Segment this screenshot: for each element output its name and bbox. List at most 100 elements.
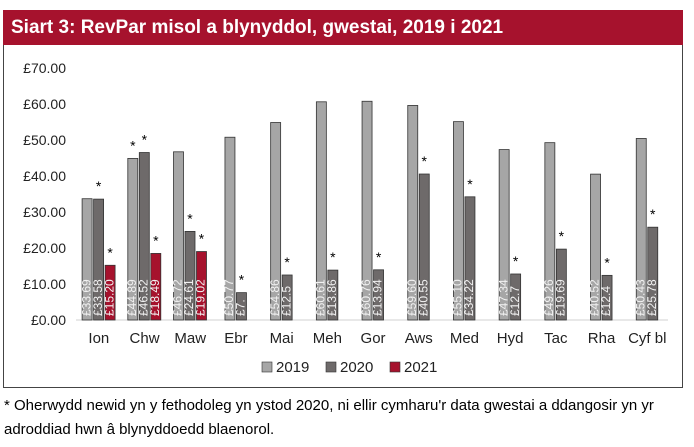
bar-2021: [150, 253, 162, 321]
data-label: £46.72: [171, 279, 185, 316]
data-label: £33.69: [79, 279, 93, 316]
x-tick-label: Mai: [270, 330, 294, 347]
data-label: £13.86: [325, 279, 339, 316]
x-tick-label: Hyd: [497, 330, 524, 347]
data-label: £24.61: [182, 279, 196, 316]
asterisk-marker: *: [650, 206, 656, 222]
data-label: £7.: [234, 299, 248, 316]
bar-2020: [601, 274, 613, 321]
x-tick-label: Maw: [174, 330, 206, 347]
x-tick-label: Chw: [130, 330, 160, 347]
asterisk-marker: *: [559, 228, 565, 244]
y-tick-label: £40.00: [23, 168, 66, 184]
data-label: £60.76: [359, 279, 373, 316]
x-tick-label: Tac: [544, 330, 568, 347]
bar-2019: [81, 198, 93, 321]
data-label: £40.55: [416, 279, 430, 316]
data-label: £25.78: [645, 279, 659, 316]
bar-2020: [93, 198, 104, 321]
y-tick-label: £50.00: [23, 132, 66, 148]
footnote: * Oherwydd newid yn y fethodoleg yn ysto…: [4, 397, 654, 438]
y-tick-label: £20.00: [23, 240, 66, 256]
x-tick-label: Rha: [588, 330, 616, 347]
chart-title: Siart 3: RevPar misol a blynyddol, gwest…: [3, 10, 683, 45]
y-tick-label: £0.00: [31, 312, 66, 328]
bar-2019: [498, 149, 510, 321]
x-tick-label: Med: [450, 330, 479, 347]
x-tick-label: Aws: [405, 330, 433, 347]
bar-2020: [138, 152, 150, 321]
asterisk-marker: *: [467, 176, 473, 192]
bar-2019: [635, 138, 647, 321]
x-tick-label: Ebr: [224, 330, 247, 347]
bar-2019: [224, 136, 236, 321]
asterisk-marker: *: [513, 253, 519, 269]
bar-2019: [453, 121, 464, 321]
bar-2020: [281, 274, 293, 321]
y-tick-label: £60.00: [23, 96, 66, 112]
data-label: £50.77: [222, 279, 236, 316]
data-label: £12.4: [599, 286, 613, 316]
data-label: £13.94: [371, 279, 385, 316]
asterisk-marker: *: [130, 137, 136, 153]
bar-2019: [127, 157, 139, 321]
bar-2020: [327, 269, 339, 321]
legend-swatch-2019: [261, 361, 273, 373]
legend-swatch-2021: [389, 361, 401, 373]
data-label: £33.58: [91, 279, 105, 316]
asterisk-marker: *: [142, 132, 148, 148]
bar-2020: [373, 269, 384, 321]
bar-2020: [418, 173, 430, 321]
legend-label: 2021: [404, 359, 437, 376]
legend-label: 2020: [340, 359, 373, 376]
asterisk-marker: *: [187, 210, 193, 226]
bar-2019: [173, 151, 184, 321]
data-label: £46.52: [136, 279, 150, 316]
asterisk-marker: *: [107, 244, 113, 260]
bar-2019: [590, 173, 601, 321]
data-label: £60.61: [314, 279, 328, 316]
data-label: £19.02: [194, 279, 208, 316]
data-label: £18.49: [148, 279, 162, 316]
bar-2020: [555, 248, 567, 321]
data-label: £19.69: [554, 279, 568, 316]
bar-2019: [361, 100, 373, 321]
bar-2021: [196, 251, 207, 321]
data-label: £50.43: [633, 279, 647, 316]
asterisk-marker: *: [376, 249, 382, 265]
bar-2019: [315, 101, 327, 321]
x-tick-label: Meh: [313, 330, 342, 347]
data-label: £34.22: [462, 279, 476, 316]
data-label: £54.86: [268, 279, 282, 316]
bar-2020: [184, 231, 196, 321]
legend-swatch-2020: [325, 361, 337, 373]
asterisk-marker: *: [199, 231, 205, 247]
bar-2019: [270, 122, 282, 321]
data-label: £47.34: [496, 279, 510, 316]
data-label: £59.60: [405, 279, 419, 316]
y-tick-label: £10.00: [23, 276, 66, 292]
y-tick-label: £70.00: [23, 60, 66, 76]
asterisk-marker: *: [239, 272, 245, 288]
asterisk-marker: *: [604, 254, 610, 270]
bar-2020: [510, 273, 522, 321]
data-label: £44.89: [125, 279, 139, 316]
bar-2020: [464, 196, 476, 321]
data-label: £15.20: [102, 279, 116, 316]
data-label: £55.10: [451, 279, 465, 316]
bar-2019: [544, 142, 556, 321]
x-tick-label: Ion: [88, 330, 109, 347]
bar-2020: [647, 226, 659, 321]
data-label: £49.26: [542, 279, 556, 316]
asterisk-marker: *: [153, 232, 159, 248]
bar-2019: [407, 105, 419, 321]
asterisk-marker: *: [284, 254, 290, 270]
asterisk-marker: *: [330, 249, 336, 265]
bar-2021: [104, 264, 116, 321]
x-tick-label: Gor: [361, 330, 386, 347]
legend-label: 2019: [276, 359, 309, 376]
data-label: £12.7: [508, 286, 522, 316]
asterisk-marker: *: [96, 178, 102, 194]
x-tick-label: Cyf bl: [628, 330, 666, 347]
data-label: £40.52: [588, 279, 602, 316]
